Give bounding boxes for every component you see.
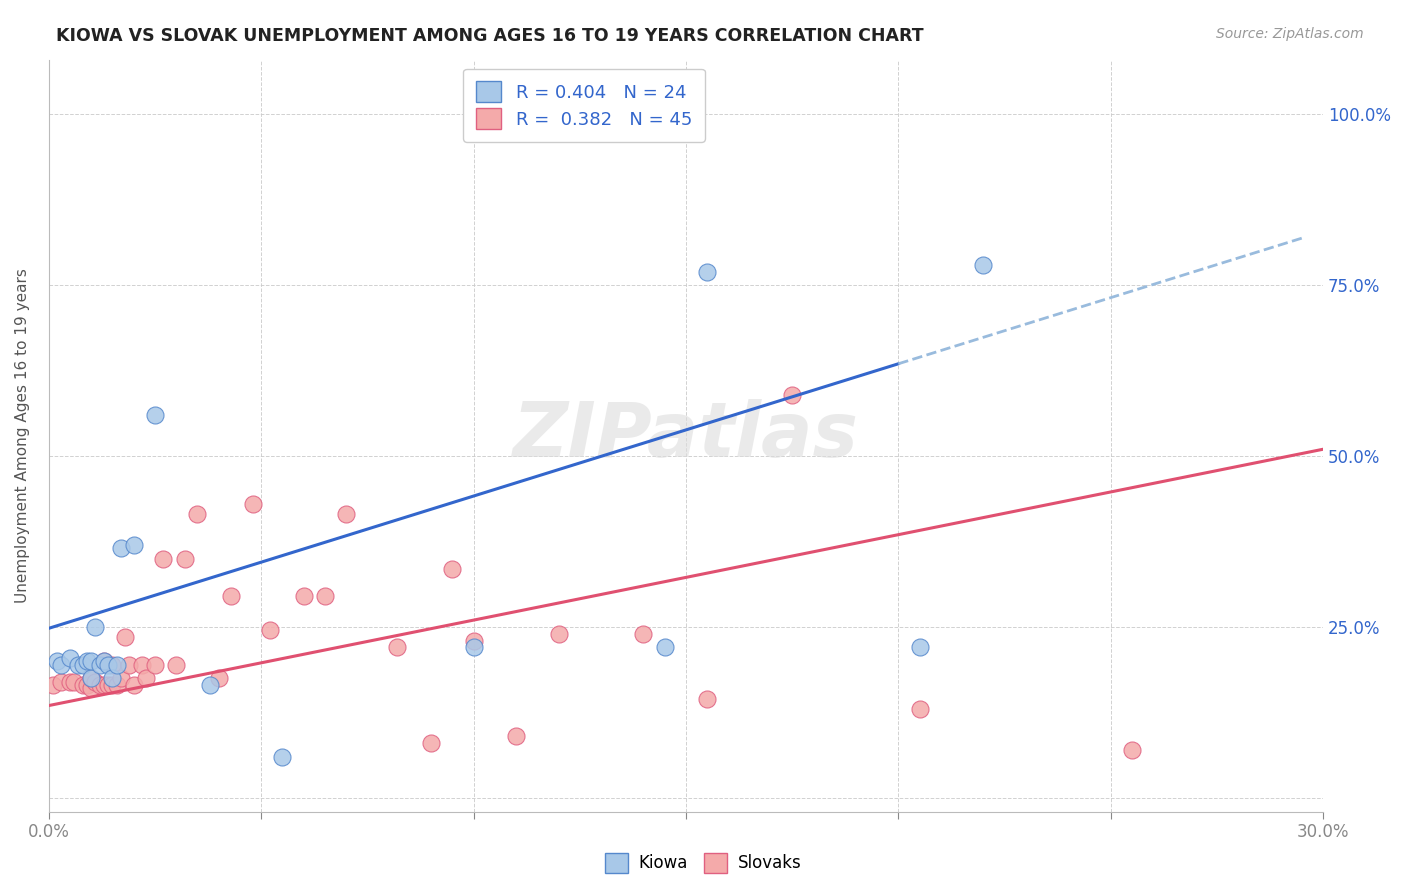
Point — [84, 620, 107, 634]
Point — [696, 264, 718, 278]
Text: Source: ZipAtlas.com: Source: ZipAtlas.com — [1216, 27, 1364, 41]
Point — [97, 657, 120, 672]
Point — [110, 541, 132, 556]
Point — [114, 630, 136, 644]
Point — [80, 671, 103, 685]
Point — [80, 681, 103, 696]
Point — [93, 678, 115, 692]
Point — [696, 691, 718, 706]
Point — [59, 650, 82, 665]
Point — [63, 674, 86, 689]
Point — [42, 678, 65, 692]
Legend: R = 0.404   N = 24, R =  0.382   N = 45: R = 0.404 N = 24, R = 0.382 N = 45 — [464, 69, 704, 142]
Point — [143, 408, 166, 422]
Point — [131, 657, 153, 672]
Point — [385, 640, 408, 655]
Point — [72, 678, 94, 692]
Point — [633, 627, 655, 641]
Point — [76, 678, 98, 692]
Point — [654, 640, 676, 655]
Point — [271, 749, 294, 764]
Point — [101, 671, 124, 685]
Point — [101, 678, 124, 692]
Point — [198, 678, 221, 692]
Point — [908, 702, 931, 716]
Point — [51, 657, 73, 672]
Point — [89, 657, 111, 672]
Point — [441, 562, 464, 576]
Point — [80, 654, 103, 668]
Y-axis label: Unemployment Among Ages 16 to 19 years: Unemployment Among Ages 16 to 19 years — [15, 268, 30, 603]
Point — [97, 678, 120, 692]
Point — [122, 678, 145, 692]
Point — [110, 671, 132, 685]
Point — [259, 624, 281, 638]
Point — [76, 654, 98, 668]
Point — [80, 671, 103, 685]
Point — [51, 674, 73, 689]
Point — [165, 657, 187, 672]
Point — [143, 657, 166, 672]
Text: KIOWA VS SLOVAK UNEMPLOYMENT AMONG AGES 16 TO 19 YEARS CORRELATION CHART: KIOWA VS SLOVAK UNEMPLOYMENT AMONG AGES … — [56, 27, 924, 45]
Point — [908, 640, 931, 655]
Legend: Kiowa, Slovaks: Kiowa, Slovaks — [598, 847, 808, 880]
Point — [505, 729, 527, 743]
Point — [89, 678, 111, 692]
Point — [1121, 743, 1143, 757]
Point — [59, 674, 82, 689]
Point — [46, 654, 69, 668]
Point — [93, 654, 115, 668]
Point — [208, 671, 231, 685]
Point — [221, 589, 243, 603]
Point — [186, 507, 208, 521]
Point — [335, 507, 357, 521]
Point — [463, 633, 485, 648]
Point — [118, 657, 141, 672]
Point — [105, 657, 128, 672]
Point — [242, 497, 264, 511]
Text: ZIPatlas: ZIPatlas — [513, 399, 859, 473]
Point — [292, 589, 315, 603]
Point — [152, 551, 174, 566]
Point — [101, 657, 124, 672]
Point — [105, 678, 128, 692]
Point — [314, 589, 336, 603]
Point — [780, 387, 803, 401]
Point — [93, 654, 115, 668]
Point — [135, 671, 157, 685]
Point — [547, 627, 569, 641]
Point — [463, 640, 485, 655]
Point — [72, 657, 94, 672]
Point — [67, 657, 90, 672]
Point — [972, 258, 994, 272]
Point — [173, 551, 195, 566]
Point — [122, 538, 145, 552]
Point — [84, 674, 107, 689]
Point — [420, 736, 443, 750]
